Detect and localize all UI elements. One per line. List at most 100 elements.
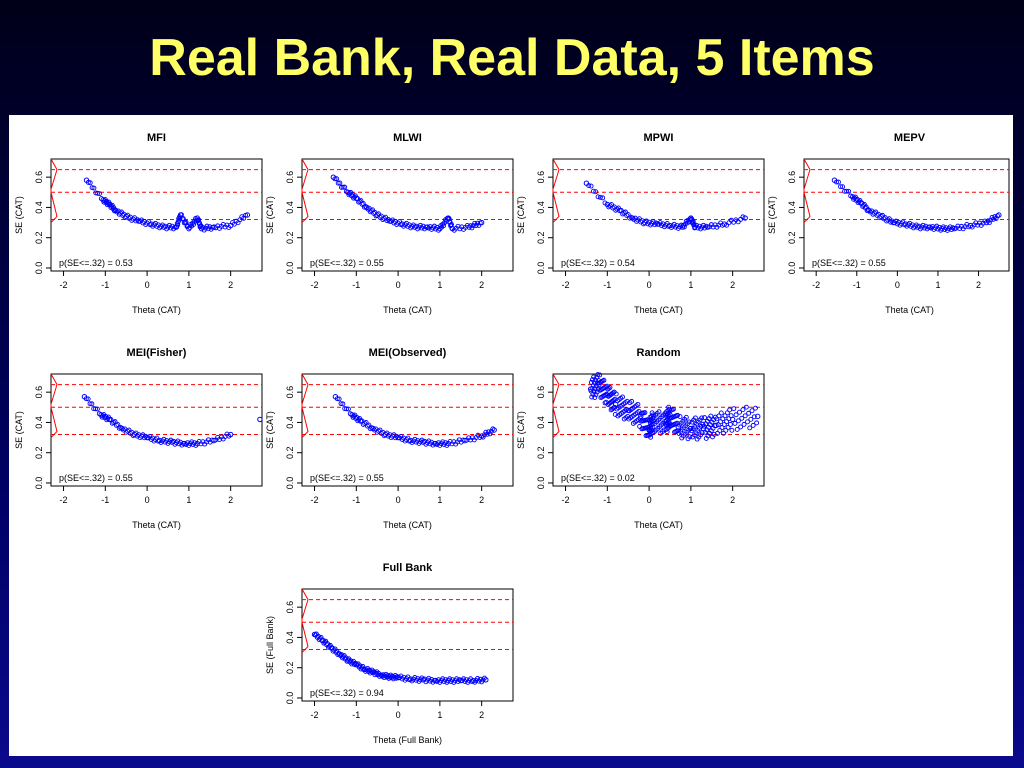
data-point <box>484 431 490 437</box>
data-point <box>207 224 213 230</box>
data-point <box>468 676 473 682</box>
data-point <box>749 408 755 414</box>
x-axis-label: Theta (CAT) <box>132 520 181 530</box>
x-tick-label: 0 <box>647 495 652 505</box>
data-point <box>243 212 248 218</box>
plots-svg: MFI -2 -1 0 1 2 Theta (CAT) 0.0 0.2 0.4 0.6 SE (CAT… <box>14 132 1010 745</box>
data-point <box>436 227 441 233</box>
y-tick-label: 0.0 <box>536 262 546 275</box>
data-point <box>96 411 102 417</box>
y-tick-label: 0.6 <box>285 171 295 184</box>
data-point <box>91 185 97 191</box>
x-axis-label: Theta (Full Bank) <box>373 735 442 745</box>
x-tick-label: -2 <box>311 710 319 720</box>
data-point <box>986 220 992 226</box>
data-point <box>715 430 720 436</box>
y-tick-label: 0.4 <box>285 416 295 429</box>
slide-number: 37 <box>915 722 937 743</box>
plot-frame <box>301 588 514 702</box>
data-point <box>200 225 206 230</box>
data-point <box>739 415 745 421</box>
data-point <box>687 434 693 440</box>
data-point <box>624 398 630 404</box>
y-tick-label: 0.4 <box>34 416 44 429</box>
plot-frame <box>301 373 514 487</box>
data-point <box>592 395 598 400</box>
se-curve <box>803 158 811 223</box>
plot-title: MFI <box>147 132 166 144</box>
data-point <box>740 214 746 220</box>
x-tick-label: 1 <box>437 495 442 505</box>
x-tick-label: -2 <box>311 495 319 505</box>
x-tick-label: -2 <box>60 495 68 505</box>
data-point <box>836 179 841 185</box>
data-point <box>420 223 426 229</box>
data-point <box>600 195 606 201</box>
data-point <box>742 215 748 221</box>
x-tick-label: 1 <box>935 280 940 290</box>
data-point <box>747 425 753 431</box>
y-tick-label: 0.0 <box>34 262 44 275</box>
data-point <box>616 205 621 211</box>
x-tick-label: -1 <box>603 280 611 290</box>
data-point <box>593 189 599 195</box>
data-point <box>703 223 709 229</box>
y-tick-label: 0.6 <box>536 171 546 184</box>
x-tick-label: 2 <box>228 280 233 290</box>
x-tick-label: -1 <box>352 495 360 505</box>
slide-title: Real Bank, Real Data, 5 Items <box>149 29 875 87</box>
se-curve <box>50 373 58 438</box>
data-point <box>336 396 342 402</box>
plot-annotation: p(SE<=.32) = 0.55 <box>59 473 133 483</box>
y-axis-label: SE (CAT) <box>14 411 24 449</box>
data-point <box>583 180 590 186</box>
x-tick-label: -1 <box>352 280 360 290</box>
y-tick-label: 0.2 <box>285 231 295 244</box>
x-tick-label: 2 <box>730 495 735 505</box>
data-point <box>738 216 744 222</box>
data-point <box>721 430 726 436</box>
y-tick-label: 0.4 <box>787 201 797 214</box>
data-point <box>335 180 341 186</box>
plot-annotation: p(SE<=.32) = 0.53 <box>59 258 133 268</box>
plot-annotation: p(SE<=.32) = 0.55 <box>310 473 384 483</box>
x-axis-label: Theta (CAT) <box>132 305 181 315</box>
plot-annotation: p(SE<=.32) = 0.55 <box>310 258 384 268</box>
data-point <box>175 222 181 228</box>
x-tick-label: -2 <box>311 280 319 290</box>
se-curve <box>301 588 309 653</box>
data-point <box>723 427 729 433</box>
x-tick-label: 1 <box>186 280 191 290</box>
data-point <box>726 416 732 422</box>
data-point <box>727 407 733 413</box>
data-point <box>846 188 852 194</box>
x-tick-label: 2 <box>479 495 484 505</box>
y-tick-label: 0.2 <box>787 231 797 244</box>
x-tick-label: 0 <box>145 495 150 505</box>
data-point <box>990 216 996 222</box>
data-point <box>675 428 681 434</box>
data-point <box>625 413 631 419</box>
se-curve <box>552 373 560 438</box>
x-tick-label: 1 <box>437 280 442 290</box>
data-point <box>748 416 754 422</box>
plot-annotation: p(SE<=.32) = 0.54 <box>561 258 635 268</box>
data-point <box>738 424 744 430</box>
data-point <box>334 396 340 402</box>
data-point <box>848 193 854 199</box>
data-point <box>719 425 725 430</box>
data-point <box>360 663 366 669</box>
data-point <box>87 180 93 186</box>
data-point <box>204 223 210 229</box>
se-curve <box>50 158 58 223</box>
data-point <box>893 218 899 224</box>
data-point <box>716 413 722 419</box>
data-point <box>369 425 375 431</box>
data-point <box>743 404 749 410</box>
x-tick-label: 0 <box>895 280 900 290</box>
data-point <box>595 194 601 200</box>
data-point <box>477 220 483 226</box>
data-point <box>718 410 724 416</box>
data-point <box>900 219 906 225</box>
data-point <box>648 434 654 440</box>
